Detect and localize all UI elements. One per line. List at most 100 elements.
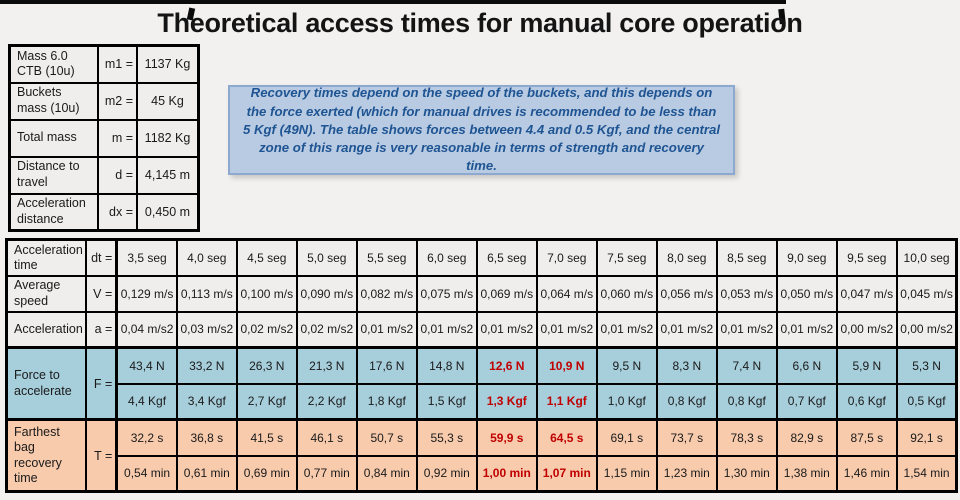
data-cell: 6,6 N	[775, 346, 838, 385]
data-cell: 0,04 m/s2	[115, 310, 178, 349]
data-cell: 3,4 Kgf	[175, 382, 238, 421]
param-value: 1137 Kg	[136, 44, 200, 84]
data-cell: 1,0 Kgf	[595, 382, 658, 421]
data-cell: 7,5 seg	[595, 238, 658, 277]
data-cell: 6,5 seg	[475, 238, 538, 277]
note-box: Recovery times depend on the speed of th…	[228, 85, 735, 175]
data-cell: 9,5 N	[595, 346, 658, 385]
param-symbol: dx =	[97, 192, 138, 232]
data-cell: 6,0 seg	[415, 238, 478, 277]
param-value: 1182 Kg	[136, 118, 200, 158]
param-row: Total mass m = 1182 Kg	[8, 118, 200, 158]
data-cell: 0,053 m/s	[715, 274, 778, 313]
data-cell: 0,01 m/s2	[355, 310, 418, 349]
data-cell: 69,1 s	[595, 418, 658, 457]
param-symbol: m =	[97, 118, 138, 158]
row-symbol: F =	[84, 346, 119, 421]
param-row: Acceleration distance dx = 0,450 m	[8, 192, 200, 232]
data-cell: 5,9 N	[835, 346, 898, 385]
parameters-table: Mass 6.0 CTB (10u) m1 = 1137 Kg Buckets mas…	[8, 44, 200, 232]
data-cell: 26,3 N	[235, 346, 298, 385]
data-cell: 2,2 Kgf	[295, 382, 358, 421]
data-cell: 4,4 Kgf	[115, 382, 178, 421]
param-value: 45 Kg	[136, 81, 200, 121]
data-cell: 0,00 m/s2	[895, 310, 958, 349]
data-cell: 0,129 m/s	[115, 274, 178, 313]
table-row: Acceleration a = 0,04 m/s2 0,03 m/s2 0,02 m/…	[5, 310, 958, 349]
table-row: Acceleration time dt = 3,5 seg 4,0 seg 4,5 s…	[5, 238, 958, 277]
data-cell: 0,050 m/s	[775, 274, 838, 313]
data-cell: 87,5 s	[835, 418, 898, 457]
data-cell: 1,8 Kgf	[355, 382, 418, 421]
data-cell: 5,0 seg	[295, 238, 358, 277]
data-cell: 64,5 s	[535, 418, 598, 457]
data-cell: 0,082 m/s	[355, 274, 418, 313]
data-cell: 43,4 N	[115, 346, 178, 385]
data-cell: 0,69 min	[235, 454, 298, 493]
data-cell: 1,07 min	[535, 454, 598, 493]
data-cell: 1,00 min	[475, 454, 538, 493]
data-cell: 46,1 s	[295, 418, 358, 457]
row-label: Average speed	[5, 274, 87, 313]
data-cell: 4,0 seg	[175, 238, 238, 277]
data-cell: 10,9 N	[535, 346, 598, 385]
page-title: Theoretical access times for manual core…	[157, 8, 803, 38]
data-cell: 0,01 m/s2	[535, 310, 598, 349]
data-cell: 2,7 Kgf	[235, 382, 298, 421]
data-cell: 0,84 min	[355, 454, 418, 493]
data-cell: 1,3 Kgf	[475, 382, 538, 421]
data-cell: 0,61 min	[175, 454, 238, 493]
data-cell: 0,056 m/s	[655, 274, 718, 313]
table-row: Force to accelerate F = 43,4 N 33,2 N 26,3 N…	[5, 346, 958, 421]
param-row: Mass 6.0 CTB (10u) m1 = 1137 Kg	[8, 44, 200, 84]
data-cell: 0,069 m/s	[475, 274, 538, 313]
data-cell: 0,5 Kgf	[895, 382, 958, 421]
data-cell: 5,3 N	[895, 346, 958, 385]
data-cell: 7,0 seg	[535, 238, 598, 277]
table-row: Farthest bag recovery time T = 32,2 s 36,8 …	[5, 418, 958, 493]
data-cell: 0,100 m/s	[235, 274, 298, 313]
top-border-line	[0, 0, 786, 4]
data-cell: 0,02 m/s2	[295, 310, 358, 349]
param-symbol: d =	[97, 155, 138, 195]
table-row: Average speed V = 0,129 m/s 0,113 m/s 0,100 …	[5, 274, 958, 313]
data-cell: 14,8 N	[415, 346, 478, 385]
data-cell: 0,090 m/s	[295, 274, 358, 313]
data-cell: 0,01 m/s2	[655, 310, 718, 349]
data-cell: 0,77 min	[295, 454, 358, 493]
param-label: Mass 6.0 CTB (10u)	[8, 44, 99, 84]
data-cell: 0,075 m/s	[415, 274, 478, 313]
data-cell: 0,8 Kgf	[655, 382, 718, 421]
data-cell: 0,54 min	[115, 454, 178, 493]
data-cell: 17,6 N	[355, 346, 418, 385]
data-cell: 9,0 seg	[775, 238, 838, 277]
data-cell: 1,38 min	[775, 454, 838, 493]
data-cell: 0,060 m/s	[595, 274, 658, 313]
data-cell: 0,03 m/s2	[175, 310, 238, 349]
data-cell: 82,9 s	[775, 418, 838, 457]
param-label: Total mass	[8, 118, 99, 158]
data-cell: 0,047 m/s	[835, 274, 898, 313]
data-cell: 4,5 seg	[235, 238, 298, 277]
param-symbol: m1 =	[97, 44, 138, 84]
data-cell: 0,01 m/s2	[715, 310, 778, 349]
data-cell: 1,30 min	[715, 454, 778, 493]
data-cell: 0,00 m/s2	[835, 310, 898, 349]
data-cell: 1,1 Kgf	[535, 382, 598, 421]
data-cell: 0,113 m/s	[175, 274, 238, 313]
data-cell: 0,01 m/s2	[595, 310, 658, 349]
data-cell: 9,5 seg	[835, 238, 898, 277]
row-label: Farthest bag recovery time	[5, 418, 87, 493]
param-row: Buckets mass (10u) m2 = 45 Kg	[8, 81, 200, 121]
data-cell: 5,5 seg	[355, 238, 418, 277]
data-cell: 33,2 N	[175, 346, 238, 385]
data-cell: 0,7 Kgf	[775, 382, 838, 421]
results-table: Acceleration time dt = 3,5 seg 4,0 seg 4,5 s…	[5, 238, 959, 493]
data-cell: 32,2 s	[115, 418, 178, 457]
data-cell: 41,5 s	[235, 418, 298, 457]
row-label: Acceleration time	[5, 238, 87, 277]
data-cell: 0,01 m/s2	[415, 310, 478, 349]
data-cell: 12,6 N	[475, 346, 538, 385]
data-cell: 8,5 seg	[715, 238, 778, 277]
